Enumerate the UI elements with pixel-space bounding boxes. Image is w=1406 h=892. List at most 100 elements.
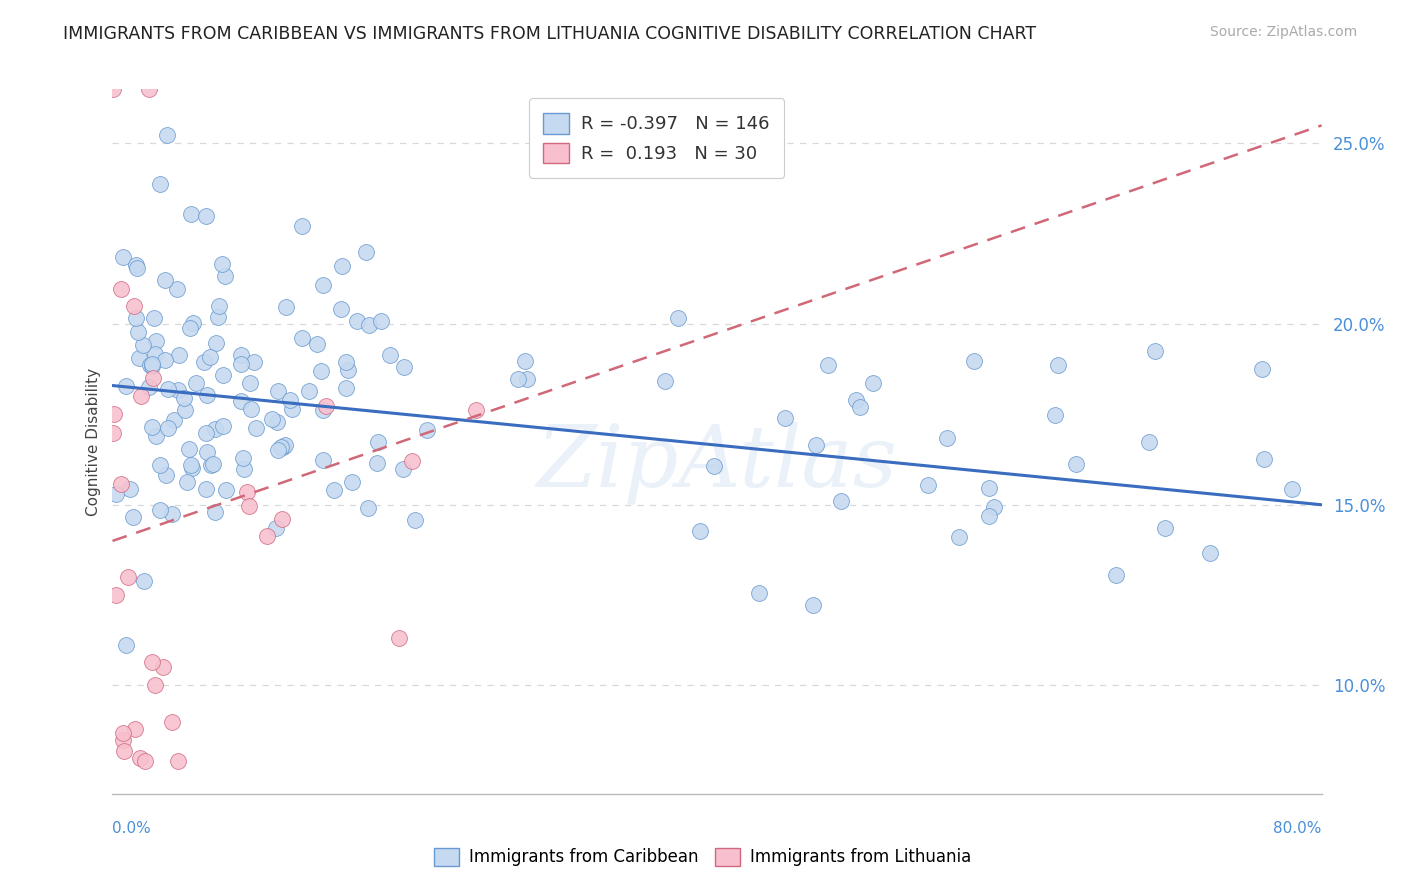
Point bbox=[143, 347, 166, 361]
Point bbox=[516, 371, 538, 385]
Point bbox=[115, 379, 138, 393]
Point bbox=[1143, 343, 1166, 358]
Point bbox=[917, 478, 939, 492]
Text: ZipAtlas: ZipAtlas bbox=[537, 421, 897, 504]
Legend: Immigrants from Caribbean, Immigrants from Lithuania: Immigrants from Caribbean, Immigrants fr… bbox=[427, 841, 979, 873]
Point bbox=[1064, 457, 1087, 471]
Point bbox=[181, 316, 204, 330]
Point bbox=[215, 483, 238, 497]
Point bbox=[357, 318, 380, 332]
Point bbox=[166, 282, 188, 296]
Point bbox=[229, 357, 252, 371]
Point bbox=[311, 277, 333, 292]
Point bbox=[416, 423, 439, 437]
Point bbox=[208, 299, 231, 313]
Point bbox=[703, 459, 725, 474]
Point bbox=[204, 505, 226, 519]
Point bbox=[118, 482, 141, 496]
Point bbox=[129, 389, 152, 403]
Point bbox=[211, 418, 233, 433]
Point bbox=[1154, 521, 1177, 535]
Point bbox=[105, 588, 128, 602]
Point bbox=[336, 363, 359, 377]
Point bbox=[153, 273, 176, 287]
Point bbox=[312, 452, 335, 467]
Text: IMMIGRANTS FROM CARIBBEAN VS IMMIGRANTS FROM LITHUANIA COGNITIVE DISABILITY CORR: IMMIGRANTS FROM CARIBBEAN VS IMMIGRANTS … bbox=[63, 25, 1036, 43]
Point bbox=[124, 299, 146, 313]
Point bbox=[128, 351, 150, 366]
Point bbox=[232, 450, 254, 465]
Point bbox=[167, 384, 190, 398]
Point bbox=[232, 461, 254, 475]
Point bbox=[335, 355, 357, 369]
Point bbox=[141, 655, 163, 669]
Point bbox=[1045, 408, 1067, 422]
Point bbox=[176, 475, 198, 490]
Point bbox=[366, 456, 388, 470]
Point bbox=[387, 631, 409, 645]
Point bbox=[276, 300, 298, 314]
Point bbox=[356, 500, 378, 515]
Text: 80.0%: 80.0% bbox=[1274, 821, 1322, 836]
Point bbox=[103, 82, 125, 96]
Point bbox=[330, 301, 353, 316]
Point bbox=[155, 128, 177, 143]
Point bbox=[132, 338, 155, 352]
Point bbox=[138, 82, 160, 96]
Point bbox=[239, 376, 262, 391]
Point bbox=[127, 261, 149, 276]
Point bbox=[1281, 482, 1303, 496]
Point bbox=[134, 755, 156, 769]
Point bbox=[124, 722, 146, 736]
Point bbox=[298, 384, 321, 399]
Point bbox=[229, 393, 252, 408]
Point bbox=[143, 678, 166, 692]
Point bbox=[195, 426, 218, 441]
Point bbox=[1198, 546, 1220, 560]
Point bbox=[266, 442, 288, 457]
Point bbox=[315, 400, 337, 414]
Point bbox=[111, 726, 134, 740]
Point bbox=[117, 570, 139, 584]
Point bbox=[515, 354, 537, 368]
Point bbox=[198, 350, 221, 364]
Text: 0.0%: 0.0% bbox=[112, 821, 152, 836]
Point bbox=[323, 483, 346, 497]
Point bbox=[128, 750, 150, 764]
Legend: R = -0.397   N = 146, R =  0.193   N = 30: R = -0.397 N = 146, R = 0.193 N = 30 bbox=[529, 98, 785, 178]
Point bbox=[138, 380, 160, 394]
Point bbox=[862, 376, 884, 390]
Point bbox=[804, 438, 827, 452]
Point bbox=[845, 392, 868, 407]
Point bbox=[392, 360, 415, 375]
Point bbox=[132, 574, 155, 588]
Point bbox=[141, 357, 163, 371]
Point bbox=[291, 331, 314, 345]
Point bbox=[342, 475, 364, 489]
Point bbox=[115, 639, 138, 653]
Point bbox=[508, 372, 530, 386]
Point bbox=[773, 411, 796, 425]
Point bbox=[346, 314, 368, 328]
Point bbox=[149, 458, 172, 473]
Point bbox=[173, 391, 195, 405]
Point bbox=[160, 507, 183, 521]
Point bbox=[197, 445, 219, 459]
Point bbox=[936, 431, 959, 445]
Point bbox=[201, 458, 224, 472]
Point bbox=[264, 521, 287, 535]
Point bbox=[262, 411, 284, 425]
Point bbox=[124, 310, 146, 325]
Point bbox=[111, 250, 134, 264]
Point bbox=[666, 310, 689, 325]
Point bbox=[305, 337, 328, 351]
Point bbox=[160, 714, 183, 729]
Point bbox=[311, 403, 333, 417]
Point bbox=[180, 207, 202, 221]
Point bbox=[278, 392, 301, 407]
Point bbox=[817, 358, 839, 372]
Point bbox=[963, 354, 986, 368]
Point bbox=[149, 177, 172, 191]
Point bbox=[281, 401, 304, 416]
Point bbox=[309, 364, 332, 378]
